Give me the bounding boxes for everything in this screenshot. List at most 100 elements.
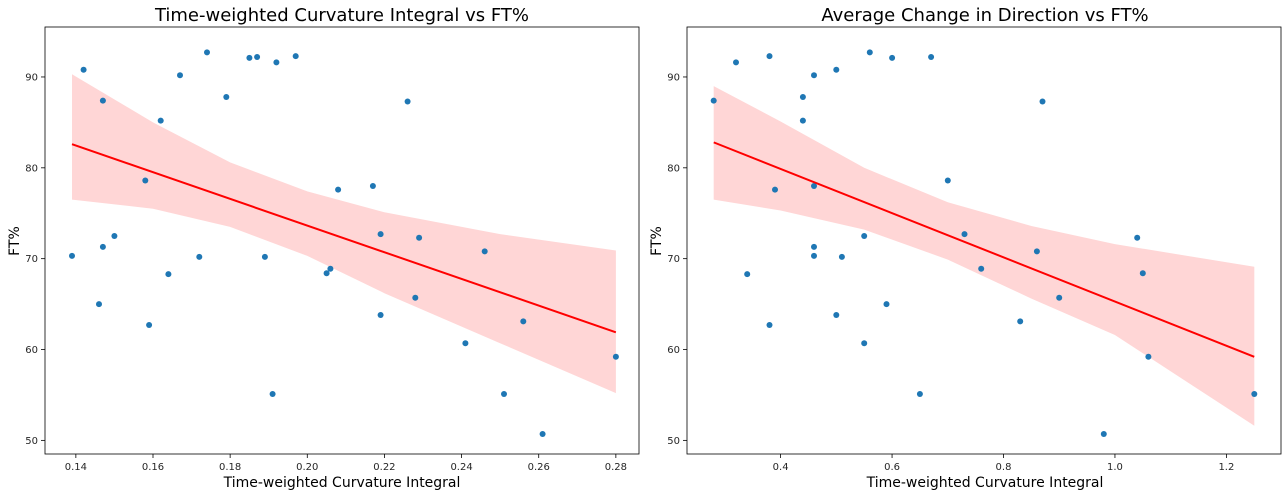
data-point	[177, 72, 183, 79]
y-tick-label: 60	[667, 345, 680, 356]
x-tick-label: 0.20	[296, 462, 318, 473]
chart-right-ylabel: FT%	[649, 226, 665, 256]
data-point	[481, 248, 488, 255]
data-point	[799, 94, 806, 100]
data-point	[377, 312, 384, 318]
data-point	[254, 54, 261, 60]
confidence-band	[713, 86, 1255, 426]
data-point	[404, 98, 411, 105]
data-point	[866, 49, 873, 56]
data-point	[1100, 431, 1107, 437]
x-tick-label: 0.18	[219, 462, 241, 473]
data-point	[377, 231, 384, 238]
chart-right-plot-area: 0.4 0.6 0.8 1.0 1.2 50 60 70 80 90	[667, 26, 1282, 473]
data-point	[883, 301, 890, 308]
data-point	[1033, 248, 1040, 255]
data-point	[811, 243, 817, 250]
chart-right: Average Change in Direction vs FT% Time-…	[649, 5, 1282, 491]
x-tick-label: 1.0	[1107, 462, 1123, 473]
y-tick-label: 60	[25, 345, 38, 356]
data-point	[733, 59, 739, 66]
data-point	[861, 340, 868, 347]
x-tick-label: 0.16	[142, 462, 164, 473]
data-point	[99, 243, 106, 250]
data-point	[961, 231, 968, 238]
data-point	[710, 97, 717, 104]
data-point	[916, 391, 923, 397]
y-tick-label: 90	[25, 72, 38, 83]
regression-line	[713, 141, 1255, 358]
data-point	[261, 253, 268, 260]
data-point	[196, 253, 203, 260]
data-point	[928, 54, 935, 60]
x-tick-label: 0.22	[373, 462, 395, 473]
data-point	[204, 49, 210, 56]
y-tick-label: 80	[25, 163, 38, 174]
data-point	[501, 391, 507, 397]
chart-left-title: Time-weighted Curvature Integral vs FT%	[154, 5, 529, 26]
chart-left-plot-area: 0.14 0.16 0.18 0.20 0.22 0.24 0.26 0.28 50 60 70 80…	[25, 26, 640, 473]
data-point	[1134, 234, 1141, 241]
data-point	[1056, 294, 1063, 301]
data-point	[146, 322, 153, 328]
chart-left-xlabel: Time-weighted Curvature Integral	[223, 475, 461, 491]
data-point	[369, 183, 376, 189]
data-point	[416, 234, 423, 241]
x-tick-label: 0.14	[65, 462, 87, 473]
chart-left-ylabel: FT%	[7, 226, 23, 256]
data-point	[157, 117, 164, 124]
data-point	[889, 54, 896, 61]
data-point	[833, 312, 840, 318]
plot-frame	[686, 26, 1282, 455]
data-point	[1039, 98, 1046, 105]
data-point	[273, 59, 280, 66]
data-point	[944, 177, 951, 184]
y-tick-label: 70	[25, 254, 38, 265]
x-tick-label: 0.26	[528, 462, 550, 473]
data-point	[111, 233, 118, 239]
data-point	[612, 353, 619, 360]
data-point	[323, 270, 330, 277]
data-point	[99, 97, 106, 104]
data-point	[462, 340, 469, 347]
data-point	[412, 294, 419, 301]
y-tick-label: 80	[667, 163, 680, 174]
data-point	[799, 117, 806, 124]
data-point	[744, 271, 751, 278]
data-point	[1139, 270, 1146, 277]
plot-frame	[44, 26, 640, 455]
x-tick-label: 0.28	[605, 462, 627, 473]
data-point	[142, 177, 149, 184]
confidence-band	[72, 74, 616, 394]
data-point	[1145, 353, 1152, 360]
chart-right-xlabel: Time-weighted Curvature Integral	[866, 475, 1104, 491]
data-point	[165, 271, 172, 278]
data-point	[327, 265, 334, 272]
data-point	[292, 53, 299, 60]
data-point	[96, 301, 102, 308]
data-point	[80, 66, 87, 73]
data-point	[539, 431, 546, 437]
y-tick-label: 70	[667, 254, 680, 265]
x-tick-label: 0.8	[996, 462, 1012, 473]
data-point	[978, 265, 985, 272]
data-point	[811, 72, 817, 79]
x-tick-label: 1.2	[1218, 462, 1234, 473]
data-point	[766, 53, 773, 60]
data-point	[335, 186, 342, 193]
data-point	[772, 186, 778, 193]
data-point	[833, 66, 840, 73]
data-point	[811, 183, 817, 189]
data-point	[223, 94, 230, 100]
x-tick-label: 0.4	[773, 462, 789, 473]
x-tick-label: 0.6	[884, 462, 900, 473]
data-point	[1017, 318, 1024, 325]
data-point	[69, 252, 75, 259]
x-tick-label: 0.24	[450, 462, 472, 473]
data-point	[861, 233, 868, 239]
data-point	[766, 322, 773, 328]
chart-left: Time-weighted Curvature Integral vs FT% …	[7, 5, 640, 491]
data-point	[520, 318, 527, 325]
y-tick-label: 90	[667, 72, 680, 83]
